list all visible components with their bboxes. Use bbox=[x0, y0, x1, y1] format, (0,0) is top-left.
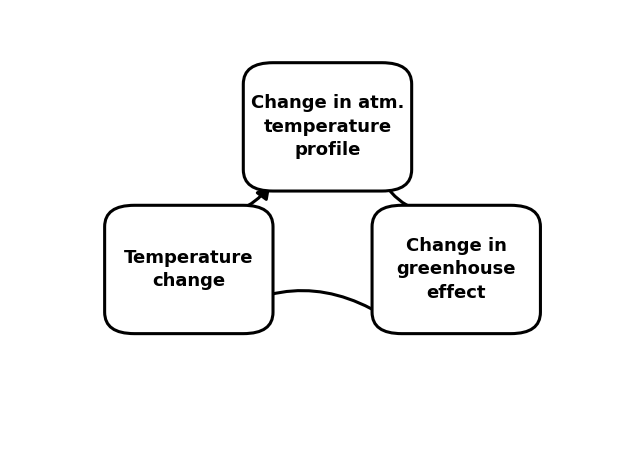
Text: Change in atm.
temperature
profile: Change in atm. temperature profile bbox=[250, 94, 404, 159]
Text: Temperature
change: Temperature change bbox=[124, 249, 254, 290]
FancyBboxPatch shape bbox=[372, 205, 541, 334]
Text: Change in
greenhouse
effect: Change in greenhouse effect bbox=[396, 237, 516, 302]
FancyBboxPatch shape bbox=[105, 205, 273, 334]
FancyBboxPatch shape bbox=[243, 63, 412, 191]
